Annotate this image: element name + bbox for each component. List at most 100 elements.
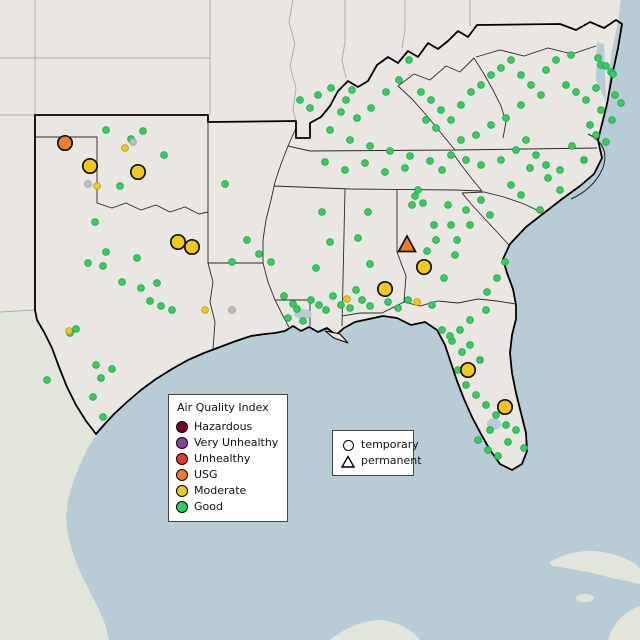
monitor-dot-good[interactable] xyxy=(522,136,530,144)
monitor-dot-good[interactable] xyxy=(438,326,446,334)
monitor-dot-good[interactable] xyxy=(314,91,322,99)
monitor-dot-good[interactable] xyxy=(487,121,495,129)
monitor-circle-moderate[interactable] xyxy=(169,233,187,251)
monitor-dot-good[interactable] xyxy=(361,159,369,167)
monitor-circle-moderate[interactable] xyxy=(81,157,99,175)
monitor-dot-good[interactable] xyxy=(326,126,334,134)
monitor-dot-good[interactable] xyxy=(568,142,576,150)
monitor-dot-good[interactable] xyxy=(507,181,515,189)
monitor-dot-good[interactable] xyxy=(520,444,528,452)
monitor-dot-good[interactable] xyxy=(382,88,390,96)
monitor-dot-good[interactable] xyxy=(527,81,535,89)
monitor-dot-good[interactable] xyxy=(267,258,275,266)
monitor-dot-good[interactable] xyxy=(594,54,602,62)
monitor-dot-good[interactable] xyxy=(427,96,435,104)
monitor-dot-good[interactable] xyxy=(384,298,392,306)
monitor-dot-good[interactable] xyxy=(572,88,580,96)
monitor-dot-good[interactable] xyxy=(307,296,315,304)
monitor-dot-good[interactable] xyxy=(562,81,570,89)
monitor-dot-good[interactable] xyxy=(472,391,480,399)
monitor-dot-good[interactable] xyxy=(567,51,575,59)
monitor-dot-good[interactable] xyxy=(467,88,475,96)
monitor-dot-good[interactable] xyxy=(502,114,510,122)
monitor-dot-good[interactable] xyxy=(322,306,330,314)
monitor-dot-good[interactable] xyxy=(255,250,263,258)
monitor-dot-good[interactable] xyxy=(43,376,51,384)
monitor-dot-good[interactable] xyxy=(97,374,105,382)
monitor-dot-good[interactable] xyxy=(84,259,92,267)
monitor-dot-good[interactable] xyxy=(462,156,470,164)
monitor-dot-good[interactable] xyxy=(457,101,465,109)
monitor-dot-good[interactable] xyxy=(366,302,374,310)
monitor-dot-good[interactable] xyxy=(92,361,100,369)
monitor-dot-good[interactable] xyxy=(423,247,431,255)
monitor-dot-good[interactable] xyxy=(89,393,97,401)
monitor-dot-good[interactable] xyxy=(157,302,165,310)
monitor-dot-good[interactable] xyxy=(91,218,99,226)
monitor-dot-good[interactable] xyxy=(536,206,544,214)
monitor-dot-good[interactable] xyxy=(312,264,320,272)
monitor-dot-good[interactable] xyxy=(296,96,304,104)
monitor-dot-good[interactable] xyxy=(284,314,292,322)
monitor-dot-good[interactable] xyxy=(99,413,107,421)
monitor-dot-good[interactable] xyxy=(137,284,145,292)
monitor-dot-good[interactable] xyxy=(428,301,436,309)
monitor-dot-good[interactable] xyxy=(556,186,564,194)
monitor-dot-good[interactable] xyxy=(414,186,422,194)
monitor-dot-good[interactable] xyxy=(408,201,416,209)
monitor-dot-good[interactable] xyxy=(326,238,334,246)
monitor-dot-good[interactable] xyxy=(484,446,492,454)
monitor-dot-good[interactable] xyxy=(342,96,350,104)
monitor-dot-good[interactable] xyxy=(153,279,161,287)
monitor-dot-good[interactable] xyxy=(517,101,525,109)
monitor-dot-good[interactable] xyxy=(483,288,491,296)
monitor-dot-good[interactable] xyxy=(280,292,288,300)
monitor-dot-good[interactable] xyxy=(447,221,455,229)
monitor-dot-good[interactable] xyxy=(348,86,356,94)
monitor-dot-good[interactable] xyxy=(466,316,474,324)
monitor-dot-good[interactable] xyxy=(444,201,452,209)
monitor-dot-good[interactable] xyxy=(542,161,550,169)
monitor-dot-good[interactable] xyxy=(497,156,505,164)
monitor-circle-moderate[interactable] xyxy=(459,361,477,379)
monitor-dot-good[interactable] xyxy=(133,254,141,262)
monitor-dot-moderate[interactable] xyxy=(343,295,351,303)
monitor-dot-good[interactable] xyxy=(457,136,465,144)
monitor-dot-good[interactable] xyxy=(482,306,490,314)
monitor-dot-good[interactable] xyxy=(493,274,501,282)
monitor-dot-good[interactable] xyxy=(517,191,525,199)
monitor-dot-good[interactable] xyxy=(458,348,466,356)
monitor-dot-good[interactable] xyxy=(386,147,394,155)
monitor-dot-good[interactable] xyxy=(453,236,461,244)
monitor-dot-good[interactable] xyxy=(602,138,610,146)
monitor-dot-good[interactable] xyxy=(289,300,297,308)
monitor-dot-good[interactable] xyxy=(341,166,349,174)
monitor-dot-good[interactable] xyxy=(299,317,307,325)
monitor-dot-good[interactable] xyxy=(139,127,147,135)
monitor-dot-good[interactable] xyxy=(306,104,314,112)
monitor-dot-good[interactable] xyxy=(430,221,438,229)
monitor-dot-none[interactable] xyxy=(228,306,236,314)
monitor-dot-good[interactable] xyxy=(346,136,354,144)
monitor-dot-moderate[interactable] xyxy=(93,182,101,190)
monitor-dot-good[interactable] xyxy=(102,126,110,134)
monitor-dot-good[interactable] xyxy=(580,156,588,164)
monitor-dot-good[interactable] xyxy=(366,260,374,268)
monitor-dot-good[interactable] xyxy=(537,91,545,99)
monitor-dot-good[interactable] xyxy=(366,142,374,150)
monitor-dot-good[interactable] xyxy=(146,297,154,305)
monitor-dot-good[interactable] xyxy=(367,104,375,112)
monitor-dot-good[interactable] xyxy=(329,292,337,300)
monitor-dot-good[interactable] xyxy=(446,332,454,340)
monitor-dot-good[interactable] xyxy=(512,146,520,154)
monitor-dot-none[interactable] xyxy=(129,138,137,146)
monitor-dot-good[interactable] xyxy=(477,196,485,204)
monitor-dot-good[interactable] xyxy=(327,84,335,92)
monitor-dot-good[interactable] xyxy=(318,208,326,216)
monitor-dot-good[interactable] xyxy=(419,199,427,207)
monitor-dot-good[interactable] xyxy=(462,206,470,214)
monitor-dot-good[interactable] xyxy=(228,258,236,266)
monitor-dot-good[interactable] xyxy=(221,180,229,188)
monitor-dot-good[interactable] xyxy=(486,211,494,219)
monitor-dot-good[interactable] xyxy=(476,356,484,364)
